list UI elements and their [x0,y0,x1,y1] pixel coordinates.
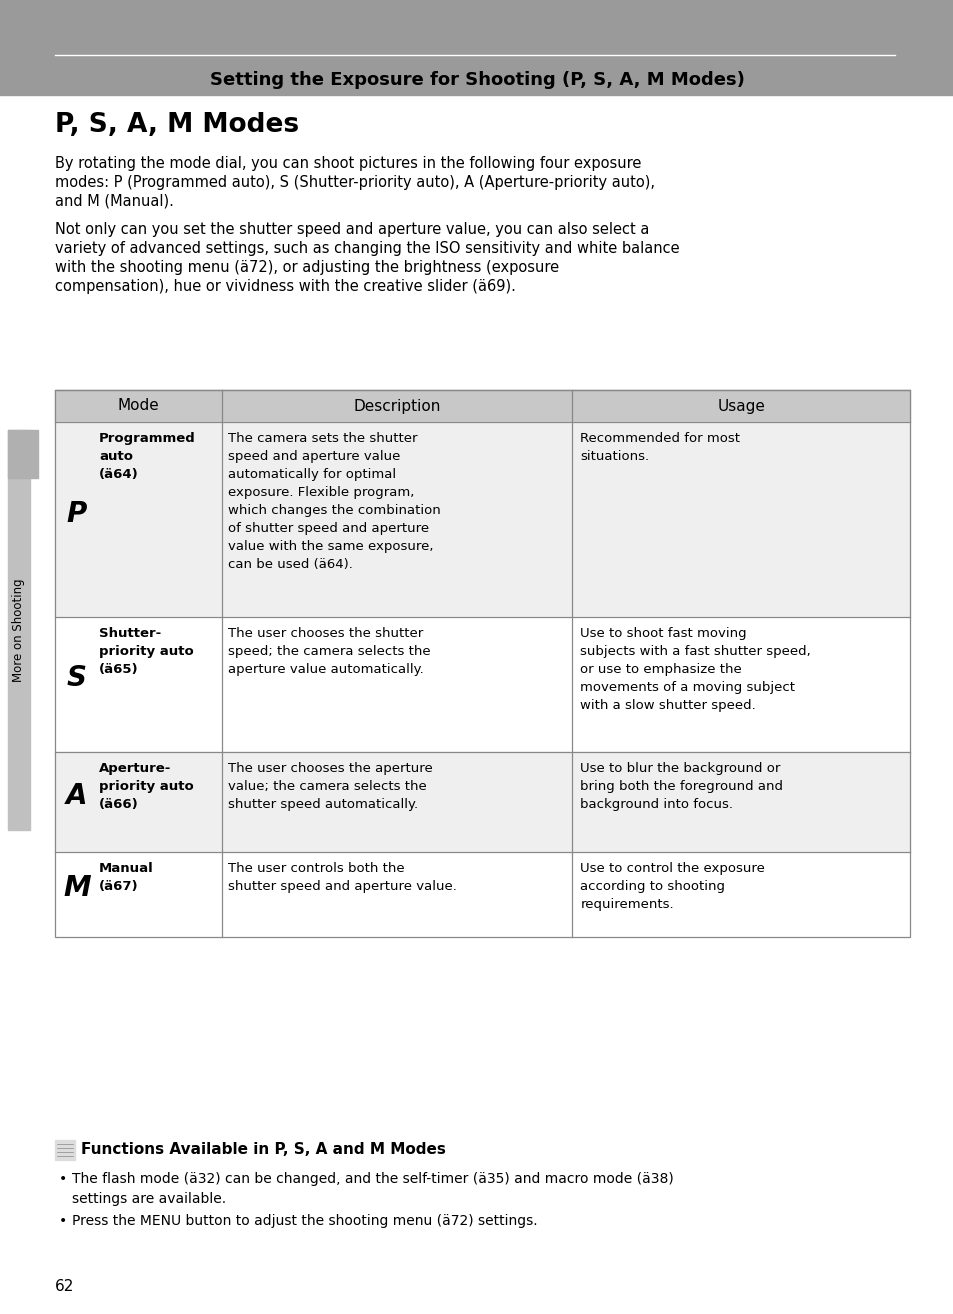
Text: M: M [63,875,91,903]
Text: Use to shoot fast moving
subjects with a fast shutter speed,
or use to emphasize: Use to shoot fast moving subjects with a… [579,627,810,712]
Text: S: S [67,665,87,692]
Bar [8,430,30,830]
Bar [55,390,909,422]
Text: Recommended for most
situations.: Recommended for most situations. [579,432,740,463]
Bar [0,0,953,95]
Bar [55,851,909,937]
Text: Manual
(ä67): Manual (ä67) [99,862,153,894]
Text: Usage: Usage [717,398,764,414]
Text: The flash mode (ä32) can be changed, and the self-timer (ä35) and macro mode (ä3: The flash mode (ä32) can be changed, and… [71,1172,673,1205]
Text: The user chooses the aperture
value; the camera selects the
shutter speed automa: The user chooses the aperture value; the… [228,762,432,811]
Text: P: P [67,499,87,527]
Text: variety of advanced settings, such as changing the ISO sensitivity and white bal: variety of advanced settings, such as ch… [55,240,679,256]
Text: Programmed
auto
(ä64): Programmed auto (ä64) [99,432,195,481]
Text: A: A [66,782,88,809]
Text: •: • [59,1214,67,1229]
Text: Shutter-
priority auto
(ä65): Shutter- priority auto (ä65) [99,627,193,675]
Text: Mode: Mode [117,398,159,414]
Text: The camera sets the shutter
speed and aperture value
automatically for optimal
e: The camera sets the shutter speed and ap… [228,432,440,572]
Text: Description: Description [353,398,440,414]
Text: •: • [59,1172,67,1187]
Text: Setting the Exposure for Shooting (P, S, A, M Modes): Setting the Exposure for Shooting (P, S,… [210,71,743,89]
Text: Not only can you set the shutter speed and aperture value, you can also select a: Not only can you set the shutter speed a… [55,222,649,237]
Text: Press the MENU button to adjust the shooting menu (ä72) settings.: Press the MENU button to adjust the shoo… [71,1214,537,1229]
Text: modes: P (Programmed auto), S (Shutter-priority auto), A (Aperture-priority auto: modes: P (Programmed auto), S (Shutter-p… [55,175,655,191]
Bar [55,1141,75,1160]
Bar [55,390,909,937]
Text: Functions Available in P, S, A and M Modes: Functions Available in P, S, A and M Mod… [81,1142,445,1158]
Text: Use to blur the background or
bring both the foreground and
background into focu: Use to blur the background or bring both… [579,762,782,811]
Text: By rotating the mode dial, you can shoot pictures in the following four exposure: By rotating the mode dial, you can shoot… [55,156,640,171]
Bar [8,430,38,478]
Text: Aperture-
priority auto
(ä66): Aperture- priority auto (ä66) [99,762,193,811]
Text: Use to control the exposure
according to shooting
requirements.: Use to control the exposure according to… [579,862,764,911]
Text: The user chooses the shutter
speed; the camera selects the
aperture value automa: The user chooses the shutter speed; the … [228,627,430,675]
Bar [55,422,909,618]
Text: More on Shooting: More on Shooting [12,578,26,682]
Text: compensation), hue or vividness with the creative slider (ä69).: compensation), hue or vividness with the… [55,279,516,294]
Text: and M (Manual).: and M (Manual). [55,194,173,209]
Bar [55,618,909,752]
Text: The user controls both the
shutter speed and aperture value.: The user controls both the shutter speed… [228,862,456,894]
Text: with the shooting menu (ä72), or adjusting the brightness (exposure: with the shooting menu (ä72), or adjusti… [55,260,558,275]
Text: P, S, A, M Modes: P, S, A, M Modes [55,112,299,138]
Bar [55,752,909,851]
Text: 62: 62 [55,1279,74,1294]
